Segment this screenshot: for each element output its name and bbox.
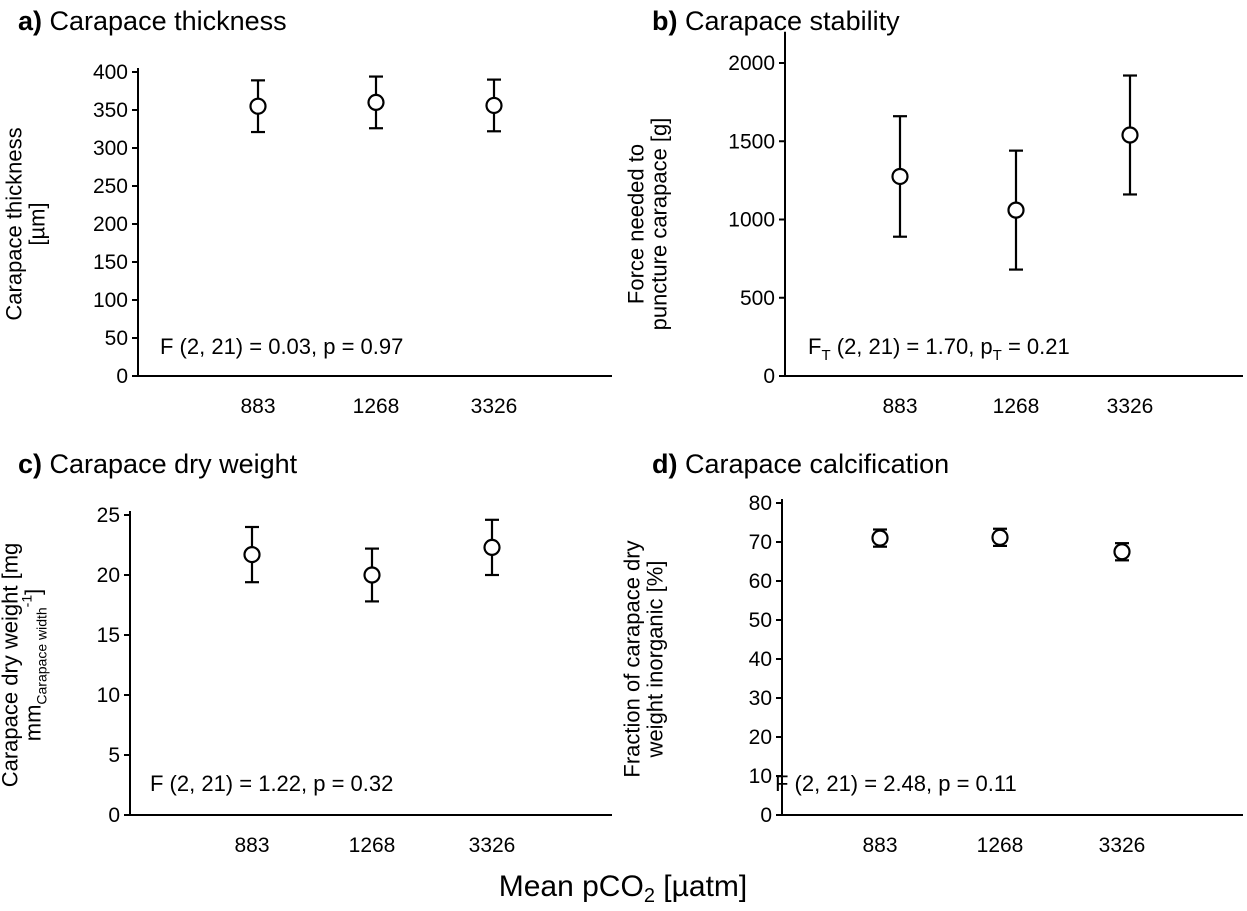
x-tick-label: 883 [240,395,275,418]
x-tick-label: 883 [862,834,897,857]
panel-b: b) Carapace stability 0 500 1000 1500 2000 883… [624,6,1243,418]
panel-title: d) Carapace calcification [652,449,949,479]
y-axis-label-sup: -1 [19,595,35,608]
panel-letter: c) [18,449,42,479]
data-point [1007,201,1025,219]
y-tick-label: 25 [97,504,120,527]
panel-a: a) Carapace thickness 0 50 100 150 200 250 300 3… [2,6,612,418]
data-point [485,96,503,115]
panel-title: a) Carapace thickness [18,6,287,36]
y-axis-label-sub: Carapace width [34,607,50,704]
y-tick-label: 80 [749,492,772,515]
y-axis-label: Fraction of carapace dryweight inorganic… [620,540,668,777]
stat-annotation: F (2, 21) = 0.03, p = 0.97 [160,334,403,359]
panel-title: c) Carapace dry weight [18,449,298,479]
x-tick-label: 3326 [1107,395,1154,418]
y-axis-label: Carapace dry weight [mgmmCarapace width-… [0,543,50,788]
x-tick-label: 3326 [1099,834,1146,857]
panel-letter: a) [18,6,42,36]
y-tick-label: 15 [97,624,120,647]
y-tick-label: 0 [763,365,775,388]
data-point [363,566,381,584]
x-tick-label: 1268 [977,834,1024,857]
x-axis-label: Mean pCO2 [µatm] [499,870,748,907]
y-tick-label: 0 [116,365,128,388]
y-axis-label-line: Force needed to [624,144,649,304]
panel-letter: d) [652,449,677,479]
y-axis-label: Carapace thickness[µm] [2,127,50,320]
y-tick-label: 200 [93,213,128,236]
y-tick-label: 350 [93,99,128,122]
y-tick-label: 0 [108,804,120,827]
y-axis-label-line: Fraction of carapace dry [620,540,645,777]
y-axis-label-line: mm [21,705,46,742]
y-tick-label: 20 [749,726,772,749]
y-tick-label: 30 [749,687,772,710]
panel-letter: b) [652,6,677,36]
stat-annotation: FT (2, 21) = 1.70, pT = 0.21 [808,334,1070,364]
data-point [243,545,261,564]
y-axis-label: Force needed topuncture carapace [g] [624,118,672,331]
y-axis-label-line: puncture carapace [g] [647,118,672,331]
data-point [991,528,1009,546]
y-tick-label: 300 [93,137,128,160]
stat-annotation: F (2, 21) = 1.22, p = 0.32 [150,771,393,796]
y-axis-label-line: Carapace thickness [2,127,27,320]
y-tick-label: 150 [93,251,128,274]
y-tick-label: 50 [105,327,128,350]
y-tick-label: 500 [740,287,775,310]
y-tick-label: 0 [760,804,772,827]
y-tick-label: 1000 [728,209,775,232]
x-tick-label: 1268 [349,834,396,857]
x-tick-label: 3326 [469,834,516,857]
y-tick-label: 2000 [728,52,775,75]
x-tick-label: 883 [234,834,269,857]
y-axis-label-end: ] [21,589,46,595]
x-tick-label: 3326 [471,395,518,418]
panel-title-text: Carapace calcification [677,449,949,479]
y-tick-label: 70 [749,531,772,554]
panel-title-text: Carapace dry weight [42,449,298,479]
data-point [249,97,267,115]
y-tick-label: 50 [749,609,772,632]
y-axis-label-line: weight inorganic [%] [643,561,668,759]
data-point [1121,126,1139,144]
data-point [483,538,501,557]
y-axis-label-line: [µm] [25,202,50,245]
panel-c: c) Carapace dry weight 0 5 10 15 20 25 883 1268 3… [0,449,612,857]
panel-d: d) Carapace calcification 0 10 20 30 40 50 60 70… [620,449,1243,857]
panels: a) Carapace thickness0501001502002503003… [0,6,1243,857]
panel-title: b) Carapace stability [652,6,900,36]
y-tick-label: 100 [93,289,128,312]
y-tick-label: 20 [97,564,120,587]
data-point [871,529,889,547]
y-tick-label: 1500 [728,130,775,153]
x-tick-label: 1268 [993,395,1040,418]
y-tick-label: 250 [93,175,128,198]
y-tick-label: 10 [749,765,772,788]
x-tick-label: 1268 [353,395,400,418]
stat-annotation: F (2, 21) = 2.48, p = 0.11 [775,771,1017,796]
x-tick-label: 883 [882,395,917,418]
y-tick-label: 40 [749,648,772,671]
y-axis-label-line: Carapace dry weight [mg [0,543,23,788]
y-tick-label: 60 [749,570,772,593]
data-point [891,167,909,186]
y-tick-label: 10 [97,684,120,707]
data-point [1113,543,1131,561]
panel-title-text: Carapace thickness [42,6,287,36]
y-tick-label: 5 [108,744,120,767]
y-tick-label: 400 [93,61,128,84]
data-point [367,93,385,112]
panel-title-text: Carapace stability [677,6,900,36]
